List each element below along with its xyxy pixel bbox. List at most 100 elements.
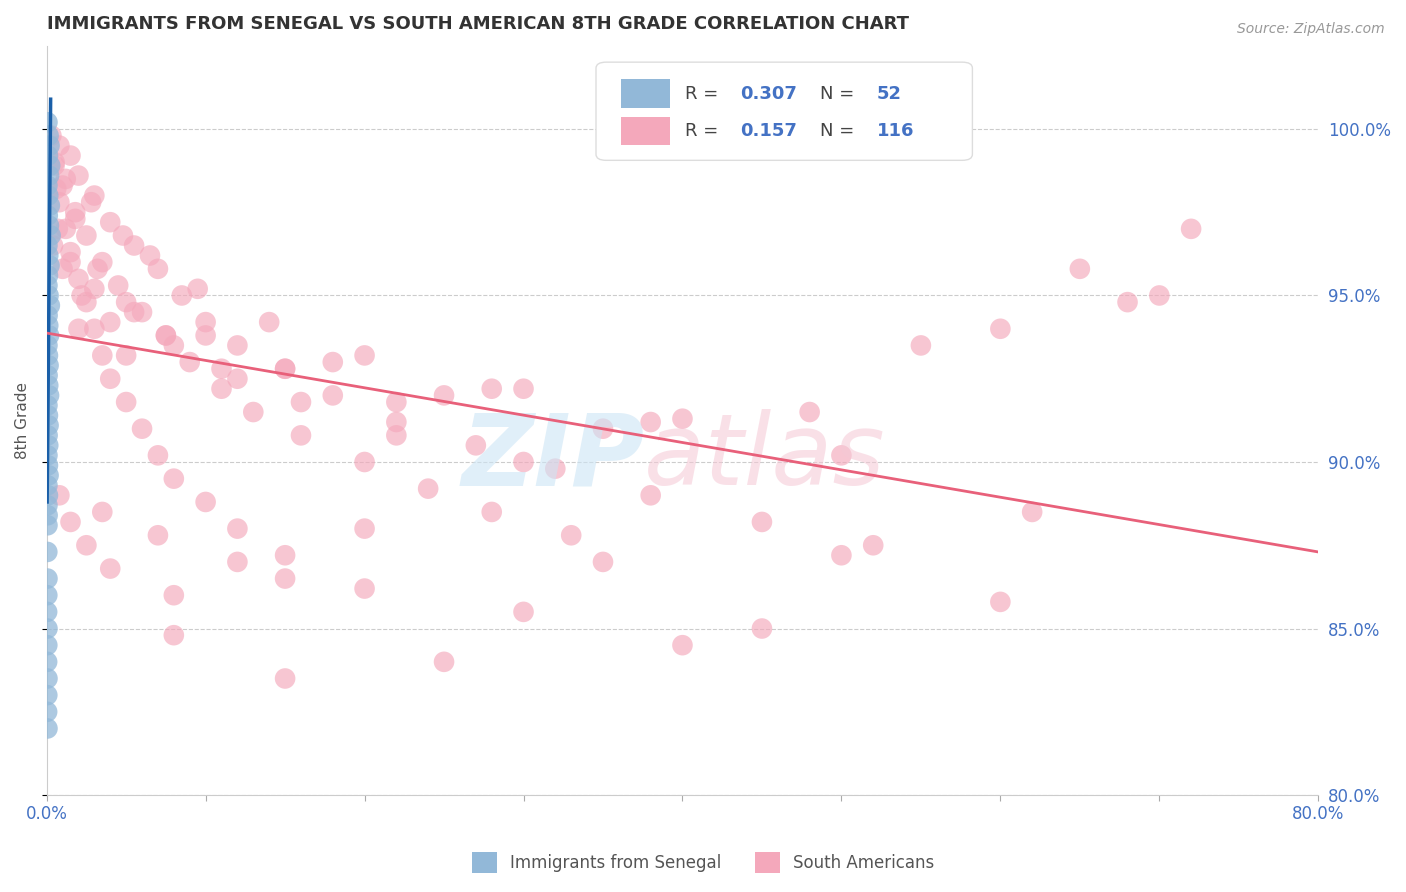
Point (37, 278, 59, 293)
Point (98, 561, 121, 575)
Point (290, 395, 312, 409)
Point (59, 245, 82, 260)
Text: R =: R = (685, 122, 730, 140)
Point (45, 182, 67, 196)
Text: N =: N = (820, 122, 860, 140)
Point (83, 188, 105, 202)
Point (194, 328, 217, 343)
Point (98, 315, 121, 329)
Point (55, 222, 77, 236)
Point (464, 438, 486, 452)
Point (46, 222, 69, 236)
Text: 116: 116 (877, 122, 914, 140)
Y-axis label: 8th Grade: 8th Grade (15, 382, 30, 458)
Point (353, 348, 375, 362)
Point (107, 278, 129, 293)
Point (512, 605, 534, 619)
Point (131, 422, 153, 436)
Point (418, 482, 440, 496)
Point (671, 638, 693, 652)
Legend: Immigrants from Senegal, South Americans: Immigrants from Senegal, South Americans (465, 846, 941, 880)
Point (51, 178, 73, 193)
Point (830, 448, 852, 462)
Point (37, 688, 59, 702)
Point (1069, 261, 1091, 276)
Point (55, 172, 77, 186)
Point (44, 155, 66, 169)
Point (433, 388, 456, 402)
Point (37, 518, 59, 533)
Point (274, 361, 297, 376)
Text: ZIP: ZIP (461, 409, 644, 507)
Point (385, 428, 408, 442)
Point (37, 588, 59, 602)
Point (37, 318, 59, 333)
Point (799, 405, 821, 419)
Point (830, 548, 852, 562)
Point (146, 448, 169, 462)
Point (42, 238, 65, 252)
Point (592, 555, 614, 569)
Point (75, 538, 97, 552)
Point (37, 188, 59, 202)
Point (274, 548, 297, 562)
Point (67, 272, 90, 286)
Point (48, 138, 70, 153)
Point (51, 261, 73, 276)
Point (38, 259, 60, 273)
Point (38, 219, 60, 233)
Point (433, 655, 456, 669)
Point (194, 495, 217, 509)
Point (44, 159, 66, 173)
Point (211, 382, 233, 396)
Point (91, 505, 114, 519)
Point (37, 338, 59, 352)
Point (59, 148, 82, 162)
Point (1180, 222, 1202, 236)
Point (37, 572, 59, 586)
Point (37, 309, 59, 323)
Point (257, 315, 280, 329)
Point (39, 159, 62, 173)
Point (544, 461, 567, 475)
Point (115, 295, 138, 310)
Point (37, 672, 59, 686)
Point (83, 322, 105, 336)
Point (671, 411, 693, 425)
Point (122, 305, 145, 319)
Point (38, 388, 60, 402)
Point (385, 395, 408, 409)
FancyBboxPatch shape (596, 62, 973, 161)
Point (139, 248, 162, 262)
Point (385, 415, 408, 429)
Point (560, 528, 582, 542)
Point (48, 488, 70, 502)
Text: 52: 52 (877, 85, 903, 103)
Point (38, 128, 60, 143)
Point (37, 178, 59, 193)
Point (179, 355, 201, 369)
Point (37, 209, 59, 223)
Point (38, 298, 60, 312)
Point (274, 572, 297, 586)
Text: IMMIGRANTS FROM SENEGAL VS SOUTH AMERICAN 8TH GRADE CORRELATION CHART: IMMIGRANTS FROM SENEGAL VS SOUTH AMERICA… (46, 15, 908, 33)
Point (37, 705, 59, 719)
Text: 0.157: 0.157 (740, 122, 797, 140)
Point (274, 672, 297, 686)
Point (146, 261, 169, 276)
Point (322, 355, 344, 369)
Point (75, 228, 97, 243)
Point (65, 205, 87, 219)
Point (38, 418, 60, 433)
Point (211, 361, 233, 376)
Point (37, 605, 59, 619)
Point (37, 622, 59, 636)
Point (38, 359, 60, 373)
Point (146, 528, 169, 542)
Point (37, 348, 59, 362)
Point (481, 505, 503, 519)
Point (37, 508, 59, 523)
Point (83, 282, 105, 296)
Point (990, 322, 1012, 336)
Point (512, 455, 534, 469)
